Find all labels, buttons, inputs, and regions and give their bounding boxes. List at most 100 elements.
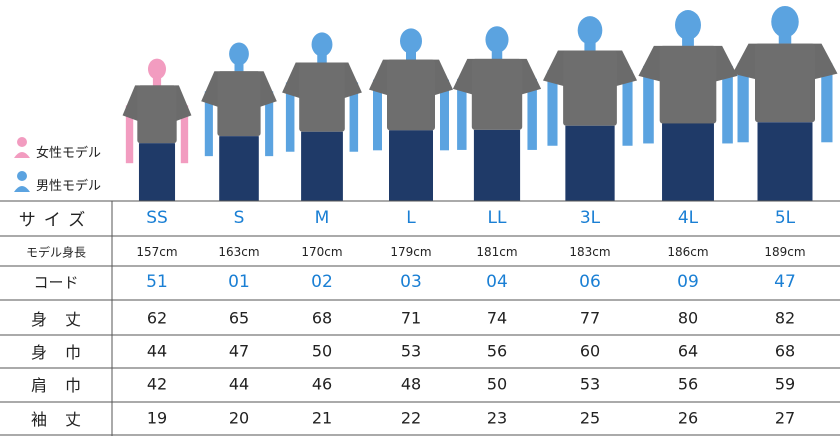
table-cell: 48 <box>400 374 422 394</box>
head <box>485 26 509 53</box>
table-cell: 65 <box>228 308 250 328</box>
table-cell: 25 <box>579 408 601 428</box>
row-label: モデル身長 <box>25 245 86 260</box>
neck <box>682 37 694 46</box>
table-cell: 77 <box>579 308 601 328</box>
neck <box>584 42 596 51</box>
model-figure <box>542 16 638 201</box>
row-label: コード <box>33 273 79 292</box>
forearm <box>457 78 467 150</box>
model-figure <box>452 26 542 201</box>
shirt <box>387 59 435 131</box>
forearm <box>265 91 274 157</box>
size-name: L <box>406 208 416 228</box>
head <box>229 42 249 66</box>
neck <box>234 63 244 72</box>
jeans <box>389 130 433 201</box>
row-label: 袖丈 <box>30 410 99 429</box>
forearm <box>204 91 213 157</box>
table-cell: 71 <box>400 308 422 328</box>
table-cell: 170cm <box>301 245 343 259</box>
shirt <box>659 45 717 124</box>
model-figure <box>732 5 838 201</box>
table-cell: 56 <box>677 374 699 394</box>
table-cell: 04 <box>486 272 508 292</box>
table-cell: 179cm <box>390 245 432 259</box>
jeans <box>219 136 259 201</box>
table-cell: 163cm <box>218 245 260 259</box>
table-cell: 06 <box>579 272 601 292</box>
neck <box>491 51 503 60</box>
table-cell: 42 <box>146 374 168 394</box>
forearm <box>349 82 359 152</box>
forearm <box>737 63 749 143</box>
model-figure <box>369 28 453 201</box>
forearm <box>821 63 833 143</box>
jeans <box>473 129 521 201</box>
row-label: 肩巾 <box>30 376 99 395</box>
table-cell: 50 <box>486 374 508 394</box>
table-cell: 60 <box>579 341 601 361</box>
model-figure <box>201 42 277 201</box>
shirt <box>755 43 815 123</box>
forearm <box>440 79 449 151</box>
neck <box>778 35 792 44</box>
table-cell: 68 <box>311 308 333 328</box>
forearm <box>373 79 382 151</box>
jeans <box>757 122 813 201</box>
table-cell: 50 <box>311 341 333 361</box>
size-name: S <box>233 208 245 228</box>
shirt <box>299 62 345 132</box>
table-cell: 27 <box>774 408 796 428</box>
table-cell: 21 <box>311 408 333 428</box>
model-figure <box>122 58 192 201</box>
table-cell: 09 <box>677 272 699 292</box>
table-cell: 47 <box>228 341 250 361</box>
legend-icon-male <box>14 171 30 192</box>
table-cell: 44 <box>228 374 250 394</box>
forearm <box>622 70 633 146</box>
jeans <box>662 123 714 201</box>
table-cell: 23 <box>486 408 508 428</box>
neck <box>152 78 162 87</box>
head <box>311 32 333 57</box>
table-cell: 19 <box>146 408 168 428</box>
row-label: 身巾 <box>30 343 99 362</box>
table-cell: 01 <box>228 272 250 292</box>
shirt <box>137 85 177 144</box>
table-cell: 53 <box>400 341 422 361</box>
table-cell: 189cm <box>764 245 806 259</box>
table-cell: 44 <box>146 341 168 361</box>
table-cell: 183cm <box>569 245 611 259</box>
forearm <box>125 105 134 164</box>
table-cell: 181cm <box>476 245 518 259</box>
forearm <box>285 82 295 152</box>
shirt <box>563 50 617 126</box>
model-figure <box>282 32 362 201</box>
size-name: 3L <box>579 208 601 228</box>
forearm <box>527 78 537 150</box>
size-name: M <box>314 208 330 228</box>
table-cell: 80 <box>677 308 699 328</box>
table-cell: 68 <box>774 341 796 361</box>
size-name: 4L <box>677 208 699 228</box>
neck <box>406 52 416 60</box>
table-cell: 47 <box>774 272 796 292</box>
model-figure <box>638 10 738 201</box>
head <box>147 58 167 80</box>
jeans <box>138 143 176 201</box>
table-cell: 186cm <box>667 245 709 259</box>
head <box>577 16 603 45</box>
table-cell: 74 <box>486 308 508 328</box>
table-cell: 157cm <box>136 245 178 259</box>
table-cell: 46 <box>311 374 333 394</box>
size-name: LL <box>487 208 507 228</box>
table-cell: 22 <box>400 408 422 428</box>
table-cell: 02 <box>311 272 333 292</box>
table-cell: 56 <box>486 341 508 361</box>
table-cell: 64 <box>677 341 699 361</box>
forearm <box>643 65 654 144</box>
size-name: SS <box>146 208 168 228</box>
